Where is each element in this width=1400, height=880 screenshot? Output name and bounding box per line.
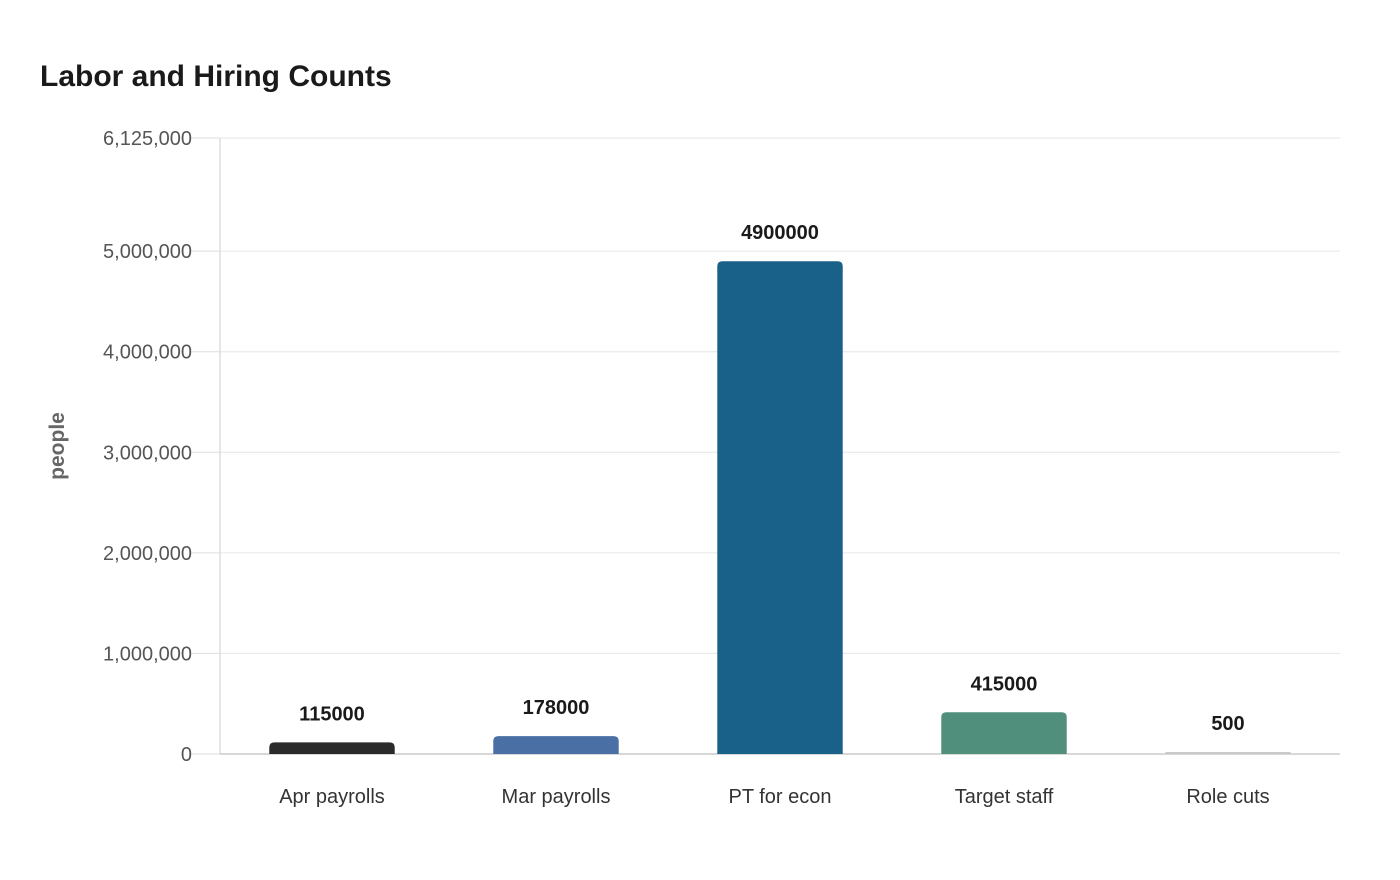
data-labels: 115000 178000 4900000 415000 500 xyxy=(299,222,1245,735)
data-label: 115000 xyxy=(299,703,365,725)
bar xyxy=(493,736,619,754)
y-tick-label: 1,000,000 xyxy=(103,643,192,665)
y-tick-label: 6,125,000 xyxy=(103,128,192,150)
chart-title: Labor and Hiring Counts xyxy=(40,60,392,93)
category-label: PT for econ xyxy=(728,786,831,808)
bars xyxy=(269,261,1291,754)
bar xyxy=(717,261,843,754)
category-label: Target staff xyxy=(955,786,1054,808)
category-label: Mar payrolls xyxy=(502,786,611,808)
bar xyxy=(941,712,1067,754)
data-label: 500 xyxy=(1211,713,1244,735)
category-label: Role cuts xyxy=(1186,786,1269,808)
y-tick-label: 5,000,000 xyxy=(103,241,192,263)
data-label: 4900000 xyxy=(741,222,819,244)
y-axis-title: people xyxy=(46,412,69,480)
data-label: 415000 xyxy=(971,673,1038,695)
category-labels: Apr payrolls Mar payrolls PT for econ Targe… xyxy=(279,786,1269,808)
y-tick-label: 2,000,000 xyxy=(103,543,192,565)
category-label: Apr payrolls xyxy=(279,786,385,808)
y-tick-label: 3,000,000 xyxy=(103,442,192,464)
bar xyxy=(269,742,395,754)
y-tick-label: 0 xyxy=(181,744,192,766)
bar xyxy=(1165,752,1291,754)
y-tick-label: 4,000,000 xyxy=(103,342,192,364)
y-tick-labels: 0 1,000,000 2,000,000 3,000,000 4,000,000 5,0… xyxy=(103,128,192,766)
data-label: 178000 xyxy=(523,697,590,719)
